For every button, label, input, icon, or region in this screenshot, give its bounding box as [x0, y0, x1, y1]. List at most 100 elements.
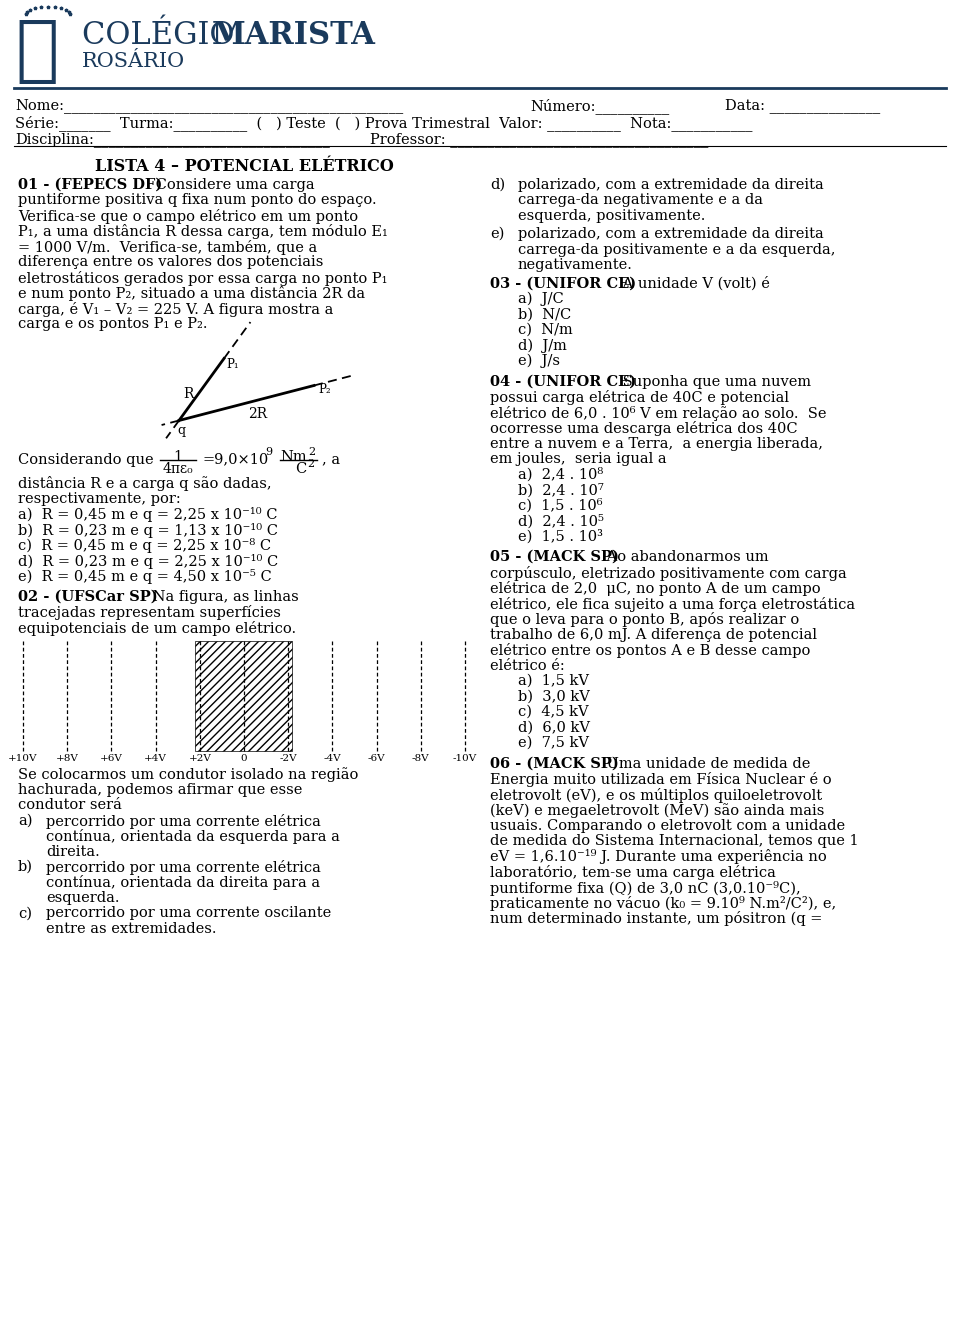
Text: esquerda, positivamente.: esquerda, positivamente.	[518, 208, 706, 223]
Text: a)  2,4 . 10⁸: a) 2,4 . 10⁸	[518, 468, 603, 481]
Text: praticamente no vácuo (k₀ = 9.10⁹ N.m²/C²), e,: praticamente no vácuo (k₀ = 9.10⁹ N.m²/C…	[490, 896, 836, 911]
Text: C: C	[295, 461, 306, 476]
Text: c)  R = 0,45 m e q = 2,25 x 10⁻⁸ C: c) R = 0,45 m e q = 2,25 x 10⁻⁸ C	[18, 538, 271, 552]
Text: e)  7,5 kV: e) 7,5 kV	[518, 736, 589, 750]
Text: =9,0×10: =9,0×10	[202, 452, 268, 467]
Text: ocorresse uma descarga elétrica dos 40C: ocorresse uma descarga elétrica dos 40C	[490, 421, 798, 436]
Text: carga e os pontos P₁ e P₂.: carga e os pontos P₁ e P₂.	[18, 316, 207, 331]
Text: Verifica-se que o campo elétrico em um ponto: Verifica-se que o campo elétrico em um p…	[18, 208, 358, 224]
Text: 03 - (UNIFOR CE): 03 - (UNIFOR CE)	[490, 276, 636, 291]
Text: eV = 1,6.10⁻¹⁹ J. Durante uma experiência no: eV = 1,6.10⁻¹⁹ J. Durante uma experiênci…	[490, 849, 827, 865]
Text: puntiforme fixa (Q) de 3,0 nC (3,0.10⁻⁹C),: puntiforme fixa (Q) de 3,0 nC (3,0.10⁻⁹C…	[490, 881, 801, 896]
Text: -8V: -8V	[412, 754, 430, 763]
Text: 2: 2	[308, 447, 315, 456]
Text: 9: 9	[265, 447, 272, 456]
Text: b)  3,0 kV: b) 3,0 kV	[518, 689, 589, 704]
Text: e)  J/s: e) J/s	[518, 354, 560, 369]
Text: possui carga elétrica de 40C e potencial: possui carga elétrica de 40C e potencial	[490, 390, 789, 405]
Text: Ao abandonarmos um: Ao abandonarmos um	[602, 550, 769, 565]
Text: entre as extremidades.: entre as extremidades.	[46, 923, 217, 936]
Text: = 1000 V/m.  Verifica-se, também, que a: = 1000 V/m. Verifica-se, também, que a	[18, 240, 317, 255]
Text: negativamente.: negativamente.	[518, 257, 633, 272]
Text: 2: 2	[307, 459, 314, 468]
Text: direita.: direita.	[46, 845, 100, 858]
Text: 2R: 2R	[248, 408, 267, 421]
Text: b)  N/C: b) N/C	[518, 307, 571, 322]
Text: -10V: -10V	[453, 754, 477, 763]
Text: hachurada, podemos afirmar que esse: hachurada, podemos afirmar que esse	[18, 783, 302, 797]
Text: Data: _______________: Data: _______________	[725, 98, 880, 113]
Text: contínua, orientada da esquerda para a: contínua, orientada da esquerda para a	[46, 829, 340, 843]
Text: e)  1,5 . 10³: e) 1,5 . 10³	[518, 530, 603, 544]
Text: d)  6,0 kV: d) 6,0 kV	[518, 720, 590, 735]
Text: elétrico entre os pontos A e B desse campo: elétrico entre os pontos A e B desse cam…	[490, 642, 810, 658]
Text: c)  4,5 kV: c) 4,5 kV	[518, 705, 588, 719]
Text: elétrico de 6,0 . 10⁶ V em relação ao solo.  Se: elétrico de 6,0 . 10⁶ V em relação ao so…	[490, 405, 827, 421]
Text: polarizado, com a extremidade da direita: polarizado, com a extremidade da direita	[518, 177, 824, 192]
Text: 06 - (MACK SP): 06 - (MACK SP)	[490, 756, 619, 771]
Bar	[195, 641, 292, 751]
Text: respectivamente, por:: respectivamente, por:	[18, 492, 180, 506]
Text: P₂: P₂	[318, 382, 330, 396]
Text: +2V: +2V	[188, 754, 211, 763]
Text: e num ponto P₂, situado a uma distância 2R da: e num ponto P₂, situado a uma distância …	[18, 286, 365, 300]
Text: diferença entre os valores dos potenciais: diferença entre os valores dos potenciai…	[18, 255, 324, 270]
Text: condutor será: condutor será	[18, 798, 122, 813]
Text: Energia muito utilizada em Física Nuclear é o: Energia muito utilizada em Física Nuclea…	[490, 772, 831, 787]
Text: polarizado, com a extremidade da direita: polarizado, com a extremidade da direita	[518, 227, 824, 241]
Text: elétrico é:: elétrico é:	[490, 658, 564, 672]
Text: P₁, a uma distância R dessa carga, tem módulo E₁: P₁, a uma distância R dessa carga, tem m…	[18, 224, 388, 239]
Text: e)  R = 0,45 m e q = 4,50 x 10⁻⁵ C: e) R = 0,45 m e q = 4,50 x 10⁻⁵ C	[18, 569, 272, 583]
Text: ℳ: ℳ	[15, 15, 59, 86]
Text: num determinado instante, um pósitron (q =: num determinado instante, um pósitron (q…	[490, 912, 823, 927]
Text: equipotenciais de um campo elétrico.: equipotenciais de um campo elétrico.	[18, 621, 296, 636]
Text: Número:__________: Número:__________	[530, 98, 669, 114]
Text: carrega-da positivamente e a da esquerda,: carrega-da positivamente e a da esquerda…	[518, 243, 835, 256]
Text: Professor: ___________________________________: Professor: _____________________________…	[370, 131, 708, 148]
Text: contínua, orientada da direita para a: contínua, orientada da direita para a	[46, 876, 320, 890]
Text: Suponha que uma nuvem: Suponha que uma nuvem	[618, 374, 811, 389]
Text: em joules,  seria igual a: em joules, seria igual a	[490, 452, 666, 467]
Text: percorrido por uma corrente oscilante: percorrido por uma corrente oscilante	[46, 907, 331, 920]
Text: b)  2,4 . 10⁷: b) 2,4 . 10⁷	[518, 483, 604, 498]
Text: entre a nuvem e a Terra,  a energia liberada,: entre a nuvem e a Terra, a energia liber…	[490, 437, 823, 451]
Text: -2V: -2V	[279, 754, 297, 763]
Text: b)  R = 0,23 m e q = 1,13 x 10⁻¹⁰ C: b) R = 0,23 m e q = 1,13 x 10⁻¹⁰ C	[18, 523, 278, 538]
Text: , a: , a	[322, 452, 340, 467]
Text: trabalho de 6,0 mJ. A diferença de potencial: trabalho de 6,0 mJ. A diferença de poten…	[490, 628, 817, 641]
Text: q: q	[177, 424, 185, 437]
Text: percorrido por uma corrente elétrica: percorrido por uma corrente elétrica	[46, 814, 321, 829]
Text: R: R	[183, 388, 193, 401]
Text: carrega-da negativamente e a da: carrega-da negativamente e a da	[518, 193, 763, 207]
Text: Se colocarmos um condutor isolado na região: Se colocarmos um condutor isolado na reg…	[18, 767, 358, 782]
Text: d)  2,4 . 10⁵: d) 2,4 . 10⁵	[518, 514, 604, 528]
Text: A unidade V (volt) é: A unidade V (volt) é	[618, 276, 770, 291]
Text: distância R e a carga q são dadas,: distância R e a carga q são dadas,	[18, 476, 272, 491]
Text: -4V: -4V	[324, 754, 341, 763]
Text: a)  R = 0,45 m e q = 2,25 x 10⁻¹⁰ C: a) R = 0,45 m e q = 2,25 x 10⁻¹⁰ C	[18, 507, 277, 522]
Text: eletrovolt (eV), e os múltiplos quiloeletrovolt: eletrovolt (eV), e os múltiplos quiloele…	[490, 787, 822, 802]
Text: 05 - (MACK SP): 05 - (MACK SP)	[490, 550, 619, 565]
Text: LISTA 4 – POTENCIAL ELÉTRICO: LISTA 4 – POTENCIAL ELÉTRICO	[95, 158, 394, 174]
Text: Uma unidade de medida de: Uma unidade de medida de	[602, 756, 810, 771]
Text: e): e)	[490, 227, 504, 241]
Text: c): c)	[18, 907, 32, 920]
Text: elétrica de 2,0  μC, no ponto A de um campo: elétrica de 2,0 μC, no ponto A de um cam…	[490, 581, 821, 595]
Text: 01 - (FEPECS DF): 01 - (FEPECS DF)	[18, 177, 162, 192]
Text: a)  1,5 kV: a) 1,5 kV	[518, 675, 589, 688]
Text: COLÉGIO: COLÉGIO	[82, 20, 244, 51]
Text: puntiforme positiva q fixa num ponto do espaço.: puntiforme positiva q fixa num ponto do …	[18, 193, 376, 207]
Text: Considere uma carga: Considere uma carga	[151, 177, 315, 192]
Text: d)  J/m: d) J/m	[518, 338, 566, 353]
Text: (keV) e megaeletrovolt (MeV) são ainda mais: (keV) e megaeletrovolt (MeV) são ainda m…	[490, 803, 825, 818]
Text: Considerando que: Considerando que	[18, 452, 154, 467]
Text: Na figura, as linhas: Na figura, as linhas	[148, 590, 299, 603]
Text: 4πε₀: 4πε₀	[162, 461, 193, 476]
Text: laboratório, tem-se uma carga elétrica: laboratório, tem-se uma carga elétrica	[490, 865, 776, 880]
Text: c)  N/m: c) N/m	[518, 323, 573, 337]
Text: percorrido por uma corrente elétrica: percorrido por uma corrente elétrica	[46, 860, 321, 874]
Text: MARISTA: MARISTA	[212, 20, 376, 51]
Text: 1: 1	[174, 449, 182, 464]
Text: Disciplina:________________________________: Disciplina:_____________________________…	[15, 131, 330, 148]
Text: Nome:______________________________________________: Nome:___________________________________…	[15, 98, 403, 113]
